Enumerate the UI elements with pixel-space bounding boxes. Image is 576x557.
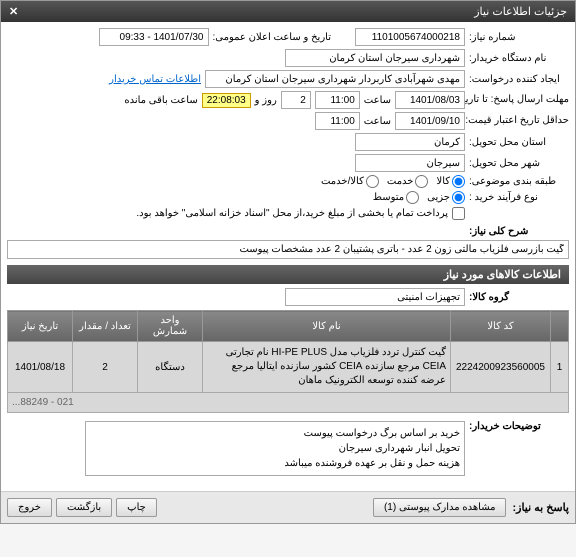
subject-radio-group: کالا خدمت کالا/خدمت (321, 175, 465, 188)
deadline-time: 11:00 (315, 91, 360, 109)
need-no-value: 1101005674000218 (355, 28, 465, 46)
need-no-label: شماره نیاز: (469, 32, 569, 43)
col-idx (551, 311, 569, 342)
days-value: 2 (281, 91, 311, 109)
need-title-input[interactable] (7, 240, 569, 259)
requester-label: ایجاد کننده درخواست: (469, 74, 569, 85)
goods-group-label: گروه کالا: (469, 292, 569, 303)
radio-goods-service[interactable]: کالا/خدمت (321, 175, 379, 188)
subject-class-label: طبقه بندی موضوعی: (469, 176, 569, 187)
close-icon[interactable]: ✕ (9, 5, 18, 18)
announce-label: تاریخ و ساعت اعلان عمومی: (213, 32, 332, 43)
exit-button[interactable]: خروج (7, 498, 52, 517)
radio-service[interactable]: خدمت (387, 175, 429, 188)
col-code: کد کالا (451, 311, 551, 342)
cell-date: 1401/08/18 (8, 342, 73, 393)
partial-pay-checkbox[interactable] (452, 207, 465, 220)
cell-code: 2224200923560005 (451, 342, 551, 393)
announce-value: 1401/07/30 - 09:33 (99, 28, 209, 46)
radio-goods-input[interactable] (452, 175, 465, 188)
table-row[interactable]: 1 2224200923560005 گیت کنترل تردد فلزیاب… (8, 342, 569, 393)
radio-goods-service-input[interactable] (366, 175, 379, 188)
time-label-1: ساعت (364, 95, 391, 106)
goods-section-header: اطلاعات کالاهای مورد نیاز (7, 265, 569, 284)
attachments-button[interactable]: مشاهده مدارک پیوستی (1) (373, 498, 507, 517)
buyer-notes-label: توضیحات خریدار: (469, 421, 569, 432)
contact-link[interactable]: اطلاعات تماس خریدار (109, 74, 201, 85)
radio-service-input[interactable] (415, 175, 428, 188)
province-label: استان محل تحویل: (469, 137, 569, 148)
province-value: کرمان (355, 133, 465, 151)
radio-medium-input[interactable] (406, 191, 419, 204)
col-qty: تعداد / مقدار (73, 311, 138, 342)
validity-label: حداقل تاریخ اعتبار قیمت: تا تاریخ: (469, 115, 569, 127)
validity-time: 11:00 (315, 112, 360, 130)
need-title-label: شرح کلی نیاز: (469, 226, 569, 237)
print-button[interactable]: چاپ (116, 498, 157, 517)
cell-idx: 1 (551, 342, 569, 393)
validity-date: 1401/09/10 (395, 112, 465, 130)
city-value: سیرجان (355, 154, 465, 172)
countdown: 22:08:03 (202, 93, 251, 108)
cell-name: گیت کنترل تردد فلزیاب مدل HI-PE PLUS نام… (203, 342, 451, 393)
partial-pay-label: پرداخت تمام یا بخشی از مبلغ خرید،از محل … (136, 208, 448, 219)
deadline-label: مهلت ارسال پاسخ: تا تاریخ: (469, 94, 569, 106)
buyer-value: شهرداری سیرجان استان کرمان (285, 49, 465, 67)
buyer-notes-value: خرید بر اساس برگ درخواست پیوست تحویل انب… (85, 421, 465, 476)
deadline-date: 1401/08/03 (395, 91, 465, 109)
buyer-label: نام دستگاه خریدار: (469, 53, 569, 64)
phone-fragment: 021 - 88249... (8, 393, 569, 413)
requester-value: مهدی شهرآبادی کاربردار شهرداری سیرجان اس… (205, 70, 465, 88)
reply-label: پاسخ به نیاز: (512, 501, 569, 514)
table-header-row: کد کالا نام کالا واحد شمارش تعداد / مقدا… (8, 311, 569, 342)
cell-qty: 2 (73, 342, 138, 393)
radio-small[interactable]: جزیی (427, 191, 465, 204)
city-label: شهر محل تحویل: (469, 158, 569, 169)
main-window: جزئیات اطلاعات نیاز ✕ شماره نیاز: 110100… (0, 0, 576, 524)
footer-bar: پاسخ به نیاز: مشاهده مدارک پیوستی (1) چا… (1, 491, 575, 523)
col-date: تاریخ نیاز (8, 311, 73, 342)
goods-group-value: تجهیزات امنیتی (285, 288, 465, 306)
remain-label: ساعت باقی مانده (124, 95, 197, 106)
goods-table: کد کالا نام کالا واحد شمارش تعداد / مقدا… (7, 310, 569, 413)
radio-medium[interactable]: متوسط (373, 191, 419, 204)
time-label-2: ساعت (364, 116, 391, 127)
col-name: نام کالا (203, 311, 451, 342)
titlebar: جزئیات اطلاعات نیاز ✕ (1, 1, 575, 22)
table-row-extra: 021 - 88249... (8, 393, 569, 413)
radio-goods[interactable]: کالا (436, 175, 465, 188)
back-button[interactable]: بازگشت (56, 498, 112, 517)
days-label: روز و (255, 95, 277, 106)
cell-unit: دستگاه (138, 342, 203, 393)
purchase-type-label: نوع فرآیند خرید : (469, 192, 569, 203)
purchase-type-group: جزیی متوسط (373, 191, 465, 204)
form-content: شماره نیاز: 1101005674000218 تاریخ و ساع… (1, 22, 575, 485)
window-title: جزئیات اطلاعات نیاز (474, 5, 567, 18)
radio-small-input[interactable] (452, 191, 465, 204)
col-unit: واحد شمارش (138, 311, 203, 342)
